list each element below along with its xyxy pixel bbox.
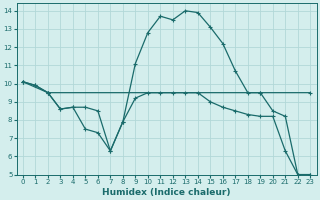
X-axis label: Humidex (Indice chaleur): Humidex (Indice chaleur) [102,188,231,197]
